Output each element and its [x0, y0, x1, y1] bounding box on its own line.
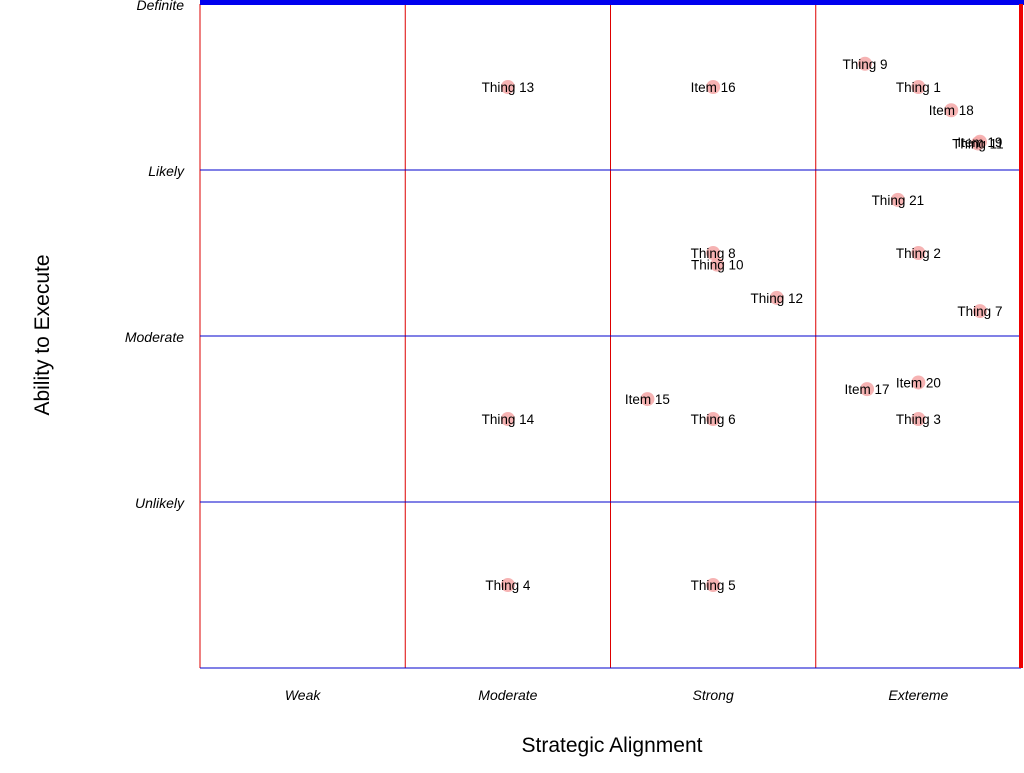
top-border [200, 0, 1024, 5]
data-point-label: Item 19 [957, 135, 1002, 150]
x-tick-label: Moderate [478, 687, 537, 703]
data-point-label: Thing 3 [896, 412, 941, 427]
data-point-label: Thing 4 [485, 578, 531, 593]
data-point [500, 412, 515, 426]
y-tick-label: Unlikely [135, 495, 185, 511]
data-point [911, 246, 926, 260]
data-point [769, 290, 784, 305]
data-point-label: Thing 7 [957, 304, 1002, 319]
data-point [858, 56, 873, 71]
data-point [706, 412, 721, 426]
data-point-label: Item 16 [691, 80, 736, 95]
data-point-label: Thing 5 [691, 578, 736, 593]
data-point [944, 103, 959, 118]
data-point [911, 412, 926, 426]
data-point [706, 80, 721, 94]
x-tick-label: Weak [285, 687, 322, 703]
data-point [706, 578, 721, 592]
data-point [911, 375, 926, 390]
data-point-label: Thing 2 [896, 246, 941, 261]
data-point-label: Thing 21 [872, 193, 925, 208]
data-point-label: Item 18 [929, 103, 974, 118]
x-tick-label: Strong [693, 687, 734, 703]
data-point-label: Item 20 [896, 375, 941, 390]
x-axis-title: Strategic Alignment [522, 734, 703, 757]
data-point [972, 134, 987, 149]
right-border [1019, 4, 1023, 668]
y-tick-label: Likely [148, 163, 185, 179]
data-point [911, 80, 926, 94]
data-point-label: Thing 13 [482, 80, 535, 95]
data-point-label: Thing 10 [691, 258, 744, 273]
ticks-layer: Weak Moderate Strong Extereme Unlikely Modera… [125, 0, 949, 703]
x-tick-label: Extereme [888, 687, 948, 703]
data-point-label: Thing 11 [952, 136, 1004, 151]
data-point-label: Thing 14 [482, 412, 535, 427]
data-point [640, 392, 655, 407]
data-point-label: Item 15 [625, 392, 670, 407]
data-point-label: Thing 6 [691, 412, 736, 427]
data-point [972, 304, 987, 319]
y-tick-label: Moderate [125, 329, 184, 345]
data-point-label: Thing 9 [842, 57, 887, 72]
grid-layer [199, 0, 1024, 669]
data-point [706, 246, 721, 260]
y-tick-label: Definite [137, 0, 185, 13]
data-point [500, 578, 515, 592]
data-point [890, 192, 905, 207]
data-point-label: Thing 1 [896, 80, 941, 95]
data-point-label: Item 17 [845, 382, 890, 397]
labels-layer: Thing 1 Thing 2 Thing 3 Thing 4 Thing 5 Thing… [482, 57, 1004, 593]
data-point-label: Thing 12 [750, 291, 803, 306]
data-point [710, 257, 725, 272]
data-point-label: Thing 8 [691, 246, 736, 261]
data-point [500, 80, 515, 94]
points-layer [500, 56, 987, 592]
y-axis-title: Ability to Execute [31, 254, 54, 415]
data-point [860, 382, 875, 397]
